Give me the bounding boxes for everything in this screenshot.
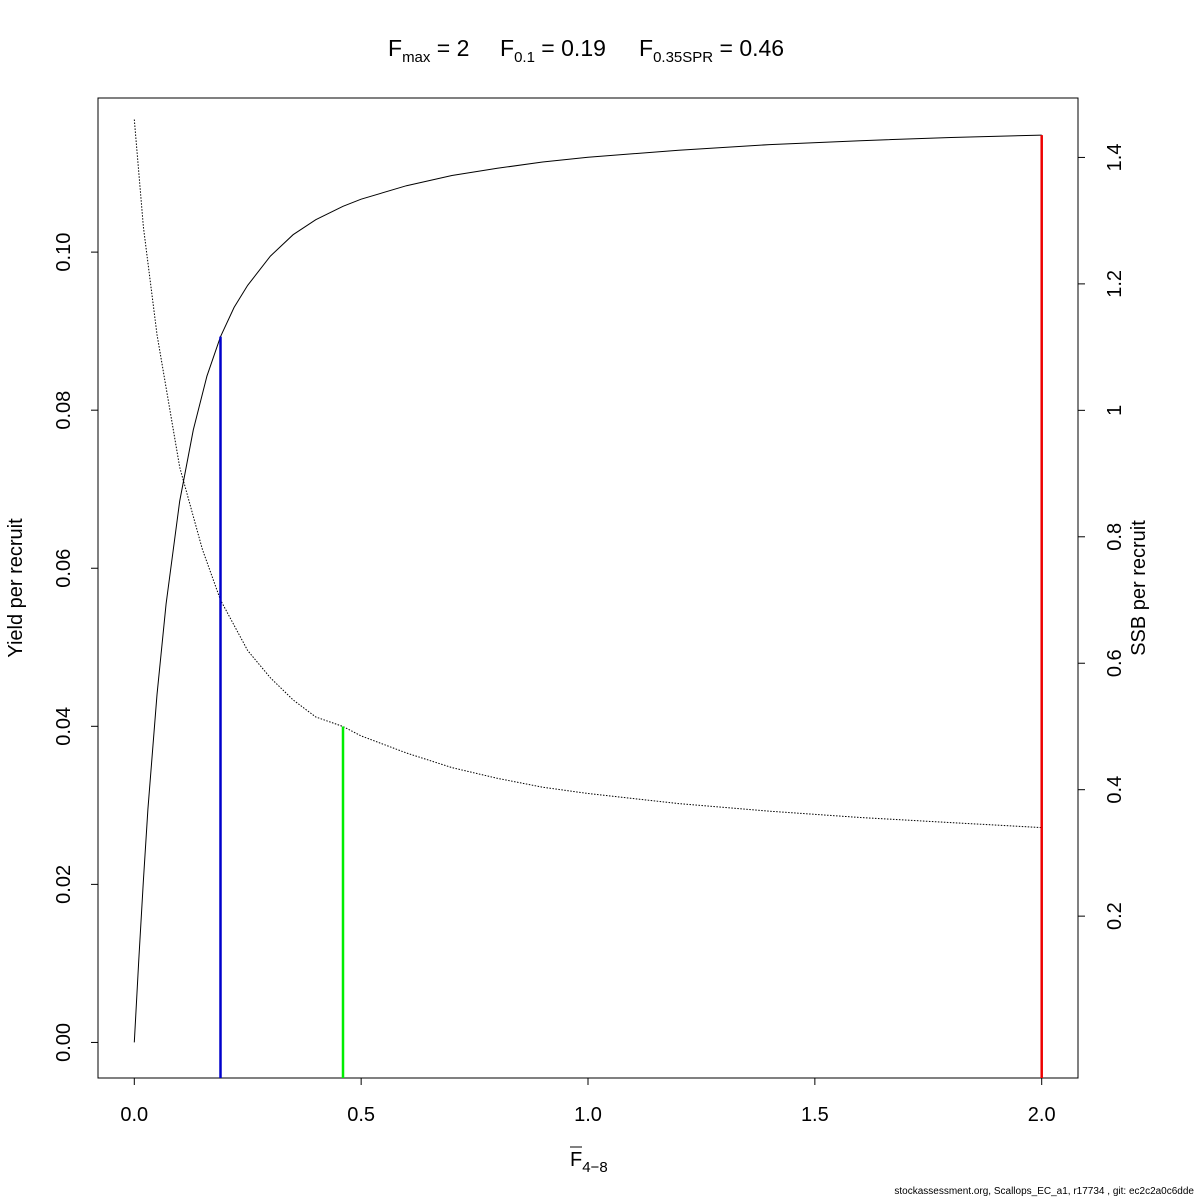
y2-axis-title: SSB per recruit bbox=[1128, 520, 1150, 656]
y-tick-label: 0.04 bbox=[53, 707, 75, 746]
title-part-1: F0.1 = 0.19 bbox=[500, 35, 606, 66]
y-axis-title: Yield per recruit bbox=[5, 518, 27, 658]
series-group bbox=[133, 119, 1042, 1043]
x-tick-label: 0.5 bbox=[347, 1104, 375, 1126]
y-tick-label: 0.08 bbox=[53, 391, 75, 430]
y2-tick-label: 0.8 bbox=[1104, 523, 1126, 551]
y-axis-right: 0.2 0.4 0.6 0.8 1 1.2 1.4 bbox=[1077, 144, 1126, 930]
title-part-2: F0.35SPR = 0.46 bbox=[639, 35, 784, 66]
footer-credit: stockassessment.org, Scallops_EC_a1, r17… bbox=[894, 1186, 1194, 1197]
title-part-0: Fmax = 2 bbox=[388, 35, 469, 66]
reference-lines bbox=[219, 135, 1043, 1078]
x-tick-label: 1.5 bbox=[801, 1104, 829, 1126]
plot-frame bbox=[97, 97, 1079, 1079]
y-tick-label: 0.06 bbox=[53, 549, 75, 588]
y2-tick-label: 1.2 bbox=[1104, 270, 1126, 298]
x-axis-title: F4−8 bbox=[570, 1146, 608, 1176]
x-tick-label: 1.0 bbox=[574, 1104, 602, 1126]
y2-tick-label: 0.2 bbox=[1104, 902, 1126, 930]
x-tick-label: 0.0 bbox=[120, 1104, 148, 1126]
y-tick-label: 0.00 bbox=[53, 1023, 75, 1062]
ssb-per-recruit-curve bbox=[133, 119, 1042, 829]
y2-tick-label: 1 bbox=[1104, 405, 1126, 416]
y2-tick-label: 1.4 bbox=[1104, 144, 1126, 172]
chart-title: Fmax = 2 F0.1 = 0.19 F0.35SPR = 0.46 bbox=[388, 35, 784, 66]
y-tick-label: 0.10 bbox=[53, 233, 75, 272]
y2-tick-label: 0.4 bbox=[1104, 776, 1126, 804]
x-axis: 0.0 0.5 1.0 1.5 2.0 bbox=[120, 1077, 1056, 1126]
y-tick-label: 0.02 bbox=[53, 865, 75, 904]
y-axis-left: 0.00 0.02 0.04 0.06 0.08 0.10 bbox=[53, 233, 99, 1062]
x-axis-title-text: F4−8 bbox=[570, 1149, 608, 1176]
x-tick-label: 2.0 bbox=[1028, 1104, 1056, 1126]
yield-per-recruit-curve bbox=[133, 134, 1042, 1043]
y2-tick-label: 0.6 bbox=[1104, 649, 1126, 677]
